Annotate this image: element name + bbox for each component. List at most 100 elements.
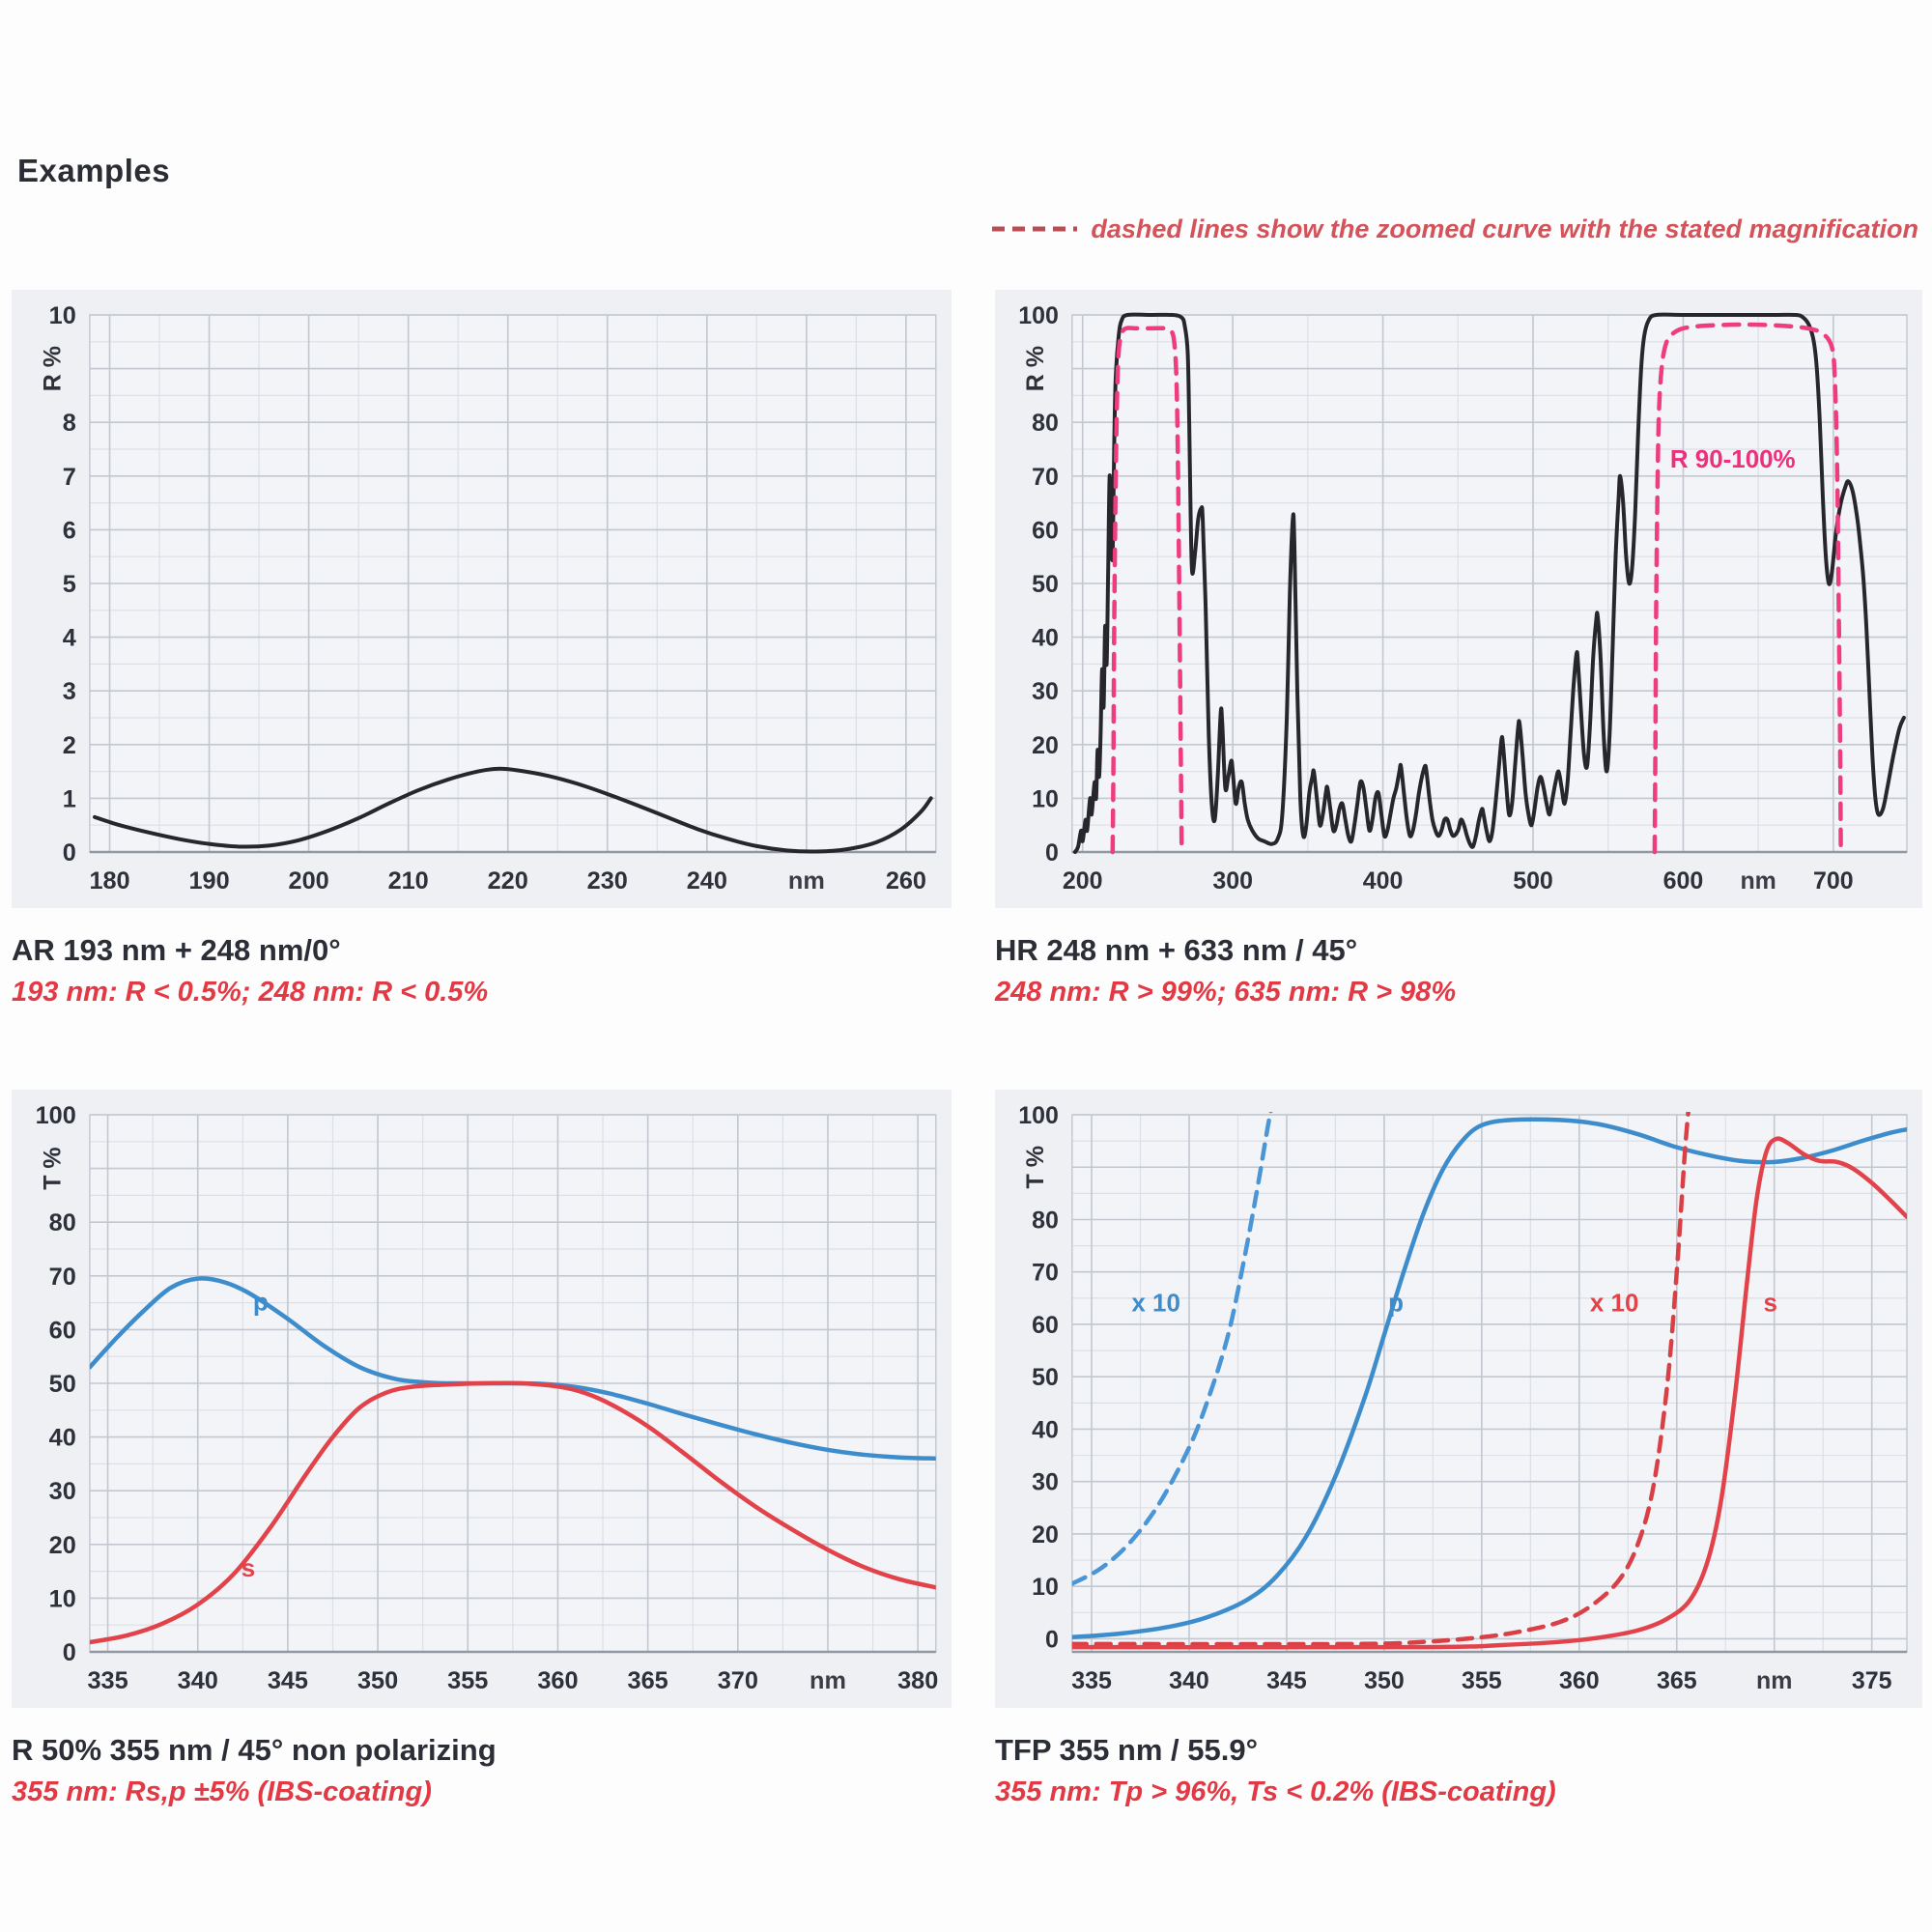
svg-text:p: p xyxy=(253,1288,269,1317)
hr-chart-canvas: 200 300 400 500 600 700 0 10 20 30 40 50 60 70 80 100 nm… xyxy=(1018,302,1908,895)
svg-text:340: 340 xyxy=(1169,1667,1209,1694)
page-title: Examples xyxy=(17,153,171,188)
svg-text:s: s xyxy=(242,1553,256,1582)
tfp-chart-caption: TFP 355 nm / 55.9° xyxy=(995,1733,1259,1767)
svg-text:0: 0 xyxy=(1045,839,1059,867)
svg-text:230: 230 xyxy=(587,867,628,895)
svg-text:380: 380 xyxy=(897,1667,938,1694)
chart-cell-r50: 335 340 345 350 355 360 365 370 380 0 10 20 30 40 50 60… xyxy=(12,1090,952,1808)
svg-text:4: 4 xyxy=(63,625,76,652)
svg-text:20: 20 xyxy=(49,1532,76,1559)
hr-chart-panel: 200 300 400 500 600 700 0 10 20 30 40 50 60 70 80 100 nm… xyxy=(995,290,1922,908)
svg-text:260: 260 xyxy=(886,867,926,895)
svg-text:R %: R % xyxy=(39,346,66,391)
svg-text:70: 70 xyxy=(1032,1260,1059,1287)
svg-text:355: 355 xyxy=(447,1667,488,1694)
svg-text:nm: nm xyxy=(788,867,825,895)
svg-text:0: 0 xyxy=(1045,1626,1059,1653)
svg-text:30: 30 xyxy=(49,1478,76,1505)
svg-text:345: 345 xyxy=(268,1667,308,1694)
svg-text:300: 300 xyxy=(1212,867,1253,895)
svg-text:600: 600 xyxy=(1663,867,1704,895)
tfp-chart-canvas: 335 340 345 350 355 360 365 375 0 10 20 30 40 50 60 70 8… xyxy=(1018,1102,1908,1694)
svg-text:200: 200 xyxy=(1063,867,1103,895)
svg-text:70: 70 xyxy=(1032,464,1059,491)
svg-text:x 10: x 10 xyxy=(1590,1288,1638,1317)
svg-text:365: 365 xyxy=(1657,1667,1697,1694)
svg-text:100: 100 xyxy=(1018,1102,1059,1129)
svg-text:10: 10 xyxy=(1032,1574,1059,1601)
svg-text:p: p xyxy=(1388,1288,1404,1317)
svg-text:350: 350 xyxy=(1364,1667,1405,1694)
svg-text:60: 60 xyxy=(1032,517,1059,544)
svg-text:40: 40 xyxy=(1032,625,1059,652)
svg-text:240: 240 xyxy=(687,867,727,895)
tfp-chart-panel: 335 340 345 350 355 360 365 375 0 10 20 30 40 50 60 70 8… xyxy=(995,1090,1922,1708)
svg-text:R %: R % xyxy=(1022,346,1049,391)
chart-cell-hr: 200 300 400 500 600 700 0 10 20 30 40 50 60 70 80 100 nm… xyxy=(995,290,1922,1009)
svg-text:50: 50 xyxy=(49,1371,76,1398)
svg-text:nm: nm xyxy=(810,1667,846,1694)
svg-text:20: 20 xyxy=(1032,732,1059,759)
svg-text:0: 0 xyxy=(63,1639,76,1666)
svg-text:5: 5 xyxy=(63,571,76,598)
ar-chart-caption: AR 193 nm + 248 nm/0° xyxy=(12,933,341,967)
r50-chart-canvas: 335 340 345 350 355 360 365 370 380 0 10 20 30 40 50 60… xyxy=(36,1102,939,1694)
dashed-line-sample-icon xyxy=(992,221,1078,239)
svg-text:360: 360 xyxy=(537,1667,578,1694)
svg-text:80: 80 xyxy=(1032,410,1059,437)
r50-chart-subcaption: 355 nm: Rs,p ±5% (IBS-coating) xyxy=(12,1776,432,1807)
ar-chart-canvas: 180 190 200 210 220 230 240 260 0 1 2 3 4 5 6 7 8 10 nm R % xyxy=(39,302,937,895)
svg-text:60: 60 xyxy=(1032,1312,1059,1339)
ar-chart-panel: 180 190 200 210 220 230 240 260 0 1 2 3 4 5 6 7 8 10 nm R % xyxy=(12,290,952,908)
svg-text:0: 0 xyxy=(63,839,76,867)
figure-grid: 180 190 200 210 220 230 240 260 0 1 2 3 4 5 6 7 8 10 nm R %… xyxy=(12,290,1922,1808)
svg-text:200: 200 xyxy=(289,867,329,895)
svg-text:70: 70 xyxy=(49,1264,76,1291)
ar-chart-subcaption: 193 nm: R < 0.5%; 248 nm: R < 0.5% xyxy=(12,977,489,1008)
hr-chart-subcaption: 248 nm: R > 99%; 635 nm: R > 98% xyxy=(995,977,1457,1008)
svg-text:T %: T % xyxy=(39,1147,66,1189)
svg-text:3: 3 xyxy=(63,678,76,705)
svg-text:60: 60 xyxy=(49,1318,76,1345)
svg-text:x 10: x 10 xyxy=(1131,1288,1179,1317)
svg-text:350: 350 xyxy=(357,1667,398,1694)
svg-text:1: 1 xyxy=(63,786,76,813)
svg-text:50: 50 xyxy=(1032,1364,1059,1391)
svg-text:355: 355 xyxy=(1462,1667,1502,1694)
svg-text:365: 365 xyxy=(628,1667,668,1694)
svg-text:nm: nm xyxy=(1740,867,1776,895)
svg-text:7: 7 xyxy=(63,464,76,491)
svg-text:s: s xyxy=(1763,1288,1776,1317)
r50-chart-panel: 335 340 345 350 355 360 365 370 380 0 10 20 30 40 50 60… xyxy=(12,1090,952,1708)
svg-text:700: 700 xyxy=(1813,867,1854,895)
svg-text:180: 180 xyxy=(89,867,129,895)
tfp-chart-subcaption: 355 nm: Tp > 96%, Ts < 0.2% (IBS-coating… xyxy=(995,1776,1556,1807)
svg-text:370: 370 xyxy=(718,1667,758,1694)
svg-text:100: 100 xyxy=(36,1102,76,1129)
svg-text:80: 80 xyxy=(1032,1207,1059,1234)
svg-text:340: 340 xyxy=(178,1667,218,1694)
svg-text:50: 50 xyxy=(1032,571,1059,598)
svg-text:40: 40 xyxy=(49,1425,76,1452)
svg-text:10: 10 xyxy=(49,302,76,329)
svg-text:40: 40 xyxy=(1032,1416,1059,1443)
chart-cell-tfp: 335 340 345 350 355 360 365 375 0 10 20 30 40 50 60 70 8… xyxy=(995,1090,1922,1808)
svg-text:20: 20 xyxy=(1032,1521,1059,1548)
dashed-line-legend: dashed lines show the zoomed curve with … xyxy=(992,214,1918,244)
svg-text:30: 30 xyxy=(1032,1469,1059,1496)
svg-text:80: 80 xyxy=(49,1209,76,1236)
svg-text:220: 220 xyxy=(488,867,528,895)
svg-text:375: 375 xyxy=(1852,1667,1892,1694)
svg-text:10: 10 xyxy=(49,1586,76,1613)
svg-text:500: 500 xyxy=(1513,867,1553,895)
svg-text:400: 400 xyxy=(1363,867,1404,895)
svg-text:T %: T % xyxy=(1022,1146,1049,1188)
svg-text:360: 360 xyxy=(1559,1667,1600,1694)
chart-cell-ar: 180 190 200 210 220 230 240 260 0 1 2 3 4 5 6 7 8 10 nm R %… xyxy=(12,290,952,1009)
legend-label: dashed lines show the zoomed curve with … xyxy=(1091,214,1918,243)
svg-text:8: 8 xyxy=(63,410,76,437)
svg-text:30: 30 xyxy=(1032,678,1059,705)
svg-text:335: 335 xyxy=(1071,1667,1112,1694)
